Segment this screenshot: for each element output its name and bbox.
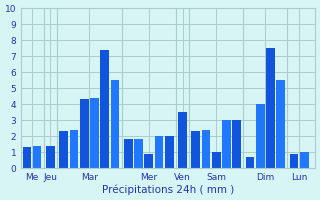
Bar [246,157,254,168]
Bar [276,80,285,168]
Bar [300,152,309,168]
Bar [60,131,68,168]
X-axis label: Précipitations 24h ( mm ): Précipitations 24h ( mm ) [102,185,234,195]
Bar [46,146,55,168]
Bar [256,104,265,168]
Bar [212,152,221,168]
Bar [111,80,119,168]
Bar [70,130,78,168]
Bar [191,131,200,168]
Bar [33,146,42,168]
Bar [80,99,89,168]
Bar [155,136,163,168]
Bar [266,48,275,168]
Bar [202,130,211,168]
Bar [178,112,187,168]
Bar [90,98,99,168]
Bar [134,139,143,168]
Bar [22,147,31,168]
Bar [232,120,241,168]
Bar [144,154,153,168]
Bar [124,139,132,168]
Bar [165,136,173,168]
Bar [222,120,231,168]
Bar [290,154,299,168]
Bar [100,50,109,168]
